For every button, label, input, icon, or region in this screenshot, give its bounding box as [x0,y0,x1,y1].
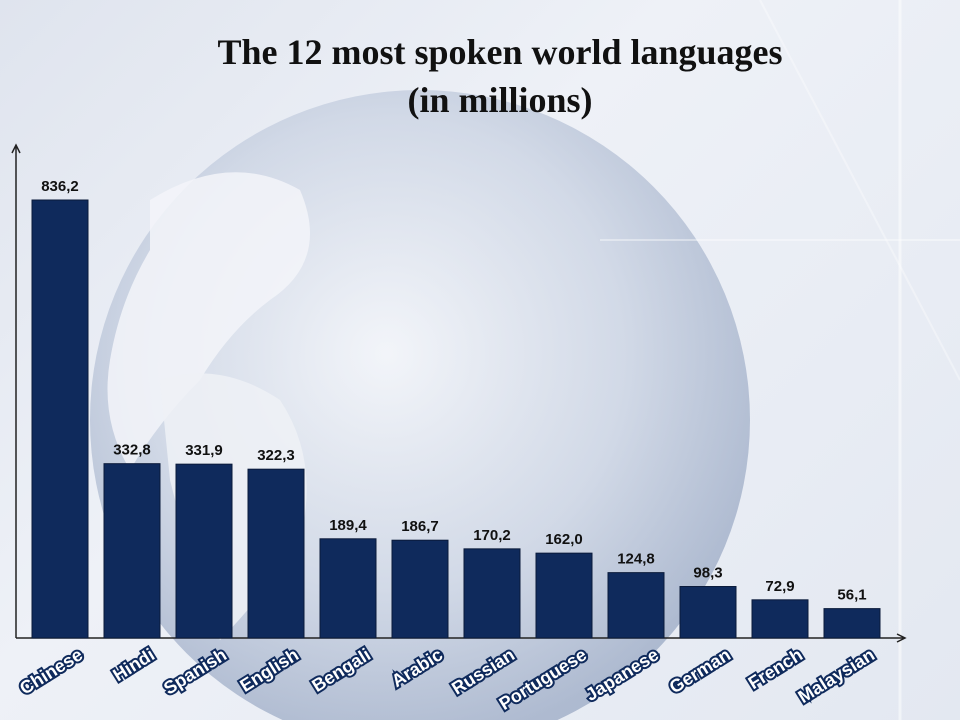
value-label-portuguese: 162,0 [545,531,583,548]
chart-title-line-2: (in millions) [407,80,593,120]
value-label-french: 72,9 [765,578,794,595]
bar-english [247,468,305,639]
chart-title-line-1: The 12 most spoken world languages [217,32,783,72]
category-label-chinese: Chinese [16,644,86,698]
value-label-bengali: 189,4 [329,517,367,534]
category-label-malaysian: Malaysian [795,644,879,707]
bar-spanish [175,463,233,639]
bar-japanese [607,572,665,639]
category-labels-group: Chinese Hindi Spanish English Bengali Arabic R… [14,642,880,715]
bars-group [31,199,881,639]
bar-chinese [31,199,89,639]
category-label-japanese: Japanese [582,644,662,704]
category-label-german: German [666,644,734,697]
category-label-bengali: Bengali [308,644,374,695]
value-label-chinese: 836,2 [41,178,79,195]
bar-arabic [391,539,449,639]
value-label-german: 98,3 [693,565,722,582]
category-label-hindi: Hindi [109,644,158,685]
value-label-english: 322,3 [257,447,295,464]
bar-german [679,586,737,639]
value-label-malaysian: 56,1 [837,587,866,604]
bar-portuguese [535,552,593,639]
bar-bengali [319,538,377,639]
category-label-spanish: Spanish [160,644,230,698]
y-axis [11,143,21,638]
bar-malaysian [823,608,881,639]
chart-title: The 12 most spoken world languages (in m… [150,28,850,124]
value-labels-group: 836,2 332,8 331,9 322,3 189,4 186,7 170,2 162,0… [41,178,866,604]
category-label-french: French [745,644,806,693]
value-label-russian: 170,2 [473,527,511,544]
value-label-spanish: 331,9 [185,442,223,459]
value-label-hindi: 332,8 [113,442,151,459]
value-label-japanese: 124,8 [617,551,655,568]
value-label-arabic: 186,7 [401,518,439,535]
bar-hindi [103,463,161,639]
bar-french [751,599,809,639]
category-label-english: English [236,644,302,695]
category-label-arabic: Arabic [388,644,446,691]
bar-russian [463,548,521,639]
